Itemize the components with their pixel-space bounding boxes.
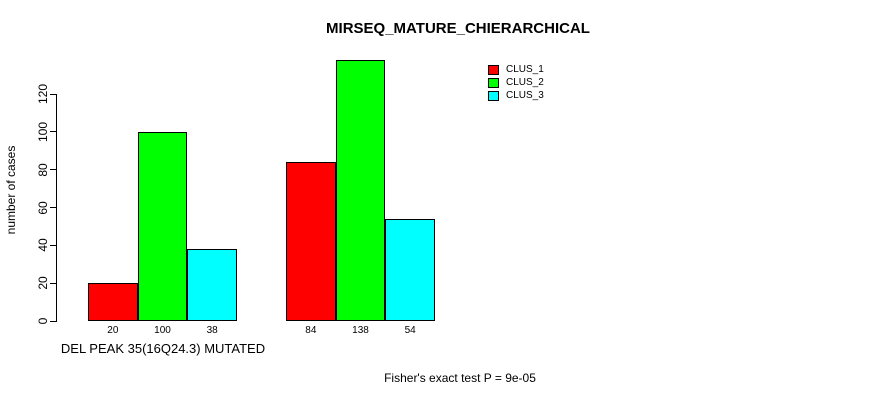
y-tick	[50, 320, 57, 322]
y-tick-label: 40	[36, 238, 50, 253]
y-tick	[50, 207, 57, 208]
legend-swatch-icon	[488, 90, 499, 101]
bar-value-label: 138	[352, 325, 369, 336]
bar-clus_1-group-1	[88, 283, 138, 321]
legend-label: CLUS_2	[506, 77, 544, 88]
y-tick-label: 80	[36, 162, 50, 177]
bar-clus_3-group-1	[187, 249, 237, 321]
y-tick-label: 20	[36, 276, 50, 290]
fisher-test-annotation: Fisher's exact test P = 9e-05	[384, 371, 536, 385]
legend-row-clus_3: CLUS_3	[488, 89, 544, 102]
y-tick-label: 0	[36, 317, 50, 325]
y-tick	[50, 282, 57, 284]
bar-value-label: 38	[206, 325, 218, 336]
bar-value-label: 54	[404, 325, 416, 336]
legend-row-clus_1: CLUS_1	[488, 63, 544, 76]
y-axis-label: number of cases	[4, 145, 18, 235]
bar-value-label: 20	[107, 325, 119, 336]
legend-swatch-icon	[488, 64, 499, 75]
bar-clus_2-group-2	[335, 59, 386, 321]
bar-clus_2-group-1	[137, 131, 188, 321]
chart-title: MIRSEQ_MATURE_CHIERARCHICAL	[326, 20, 590, 37]
y-tick	[50, 169, 57, 171]
legend-label: CLUS_3	[506, 90, 544, 101]
bar-clus_1-group-2	[286, 162, 336, 321]
legend-label: CLUS_1	[506, 64, 544, 75]
y-tick-label: 100	[36, 121, 50, 142]
bar-clus_3-group-2	[385, 218, 435, 321]
y-tick	[50, 93, 57, 95]
legend: CLUS_1 CLUS_2 CLUS_3	[488, 63, 544, 102]
y-tick	[50, 131, 57, 133]
y-tick-label: 60	[36, 200, 50, 215]
y-tick	[50, 244, 57, 246]
bar-value-label: 84	[305, 325, 317, 336]
legend-row-clus_2: CLUS_2	[488, 76, 544, 89]
bar-value-label: 100	[154, 325, 171, 336]
y-tick-label: 120	[36, 83, 50, 105]
legend-swatch-icon	[488, 77, 499, 88]
x-axis-label: DEL PEAK 35(16Q24.3) MUTATED	[60, 341, 266, 356]
